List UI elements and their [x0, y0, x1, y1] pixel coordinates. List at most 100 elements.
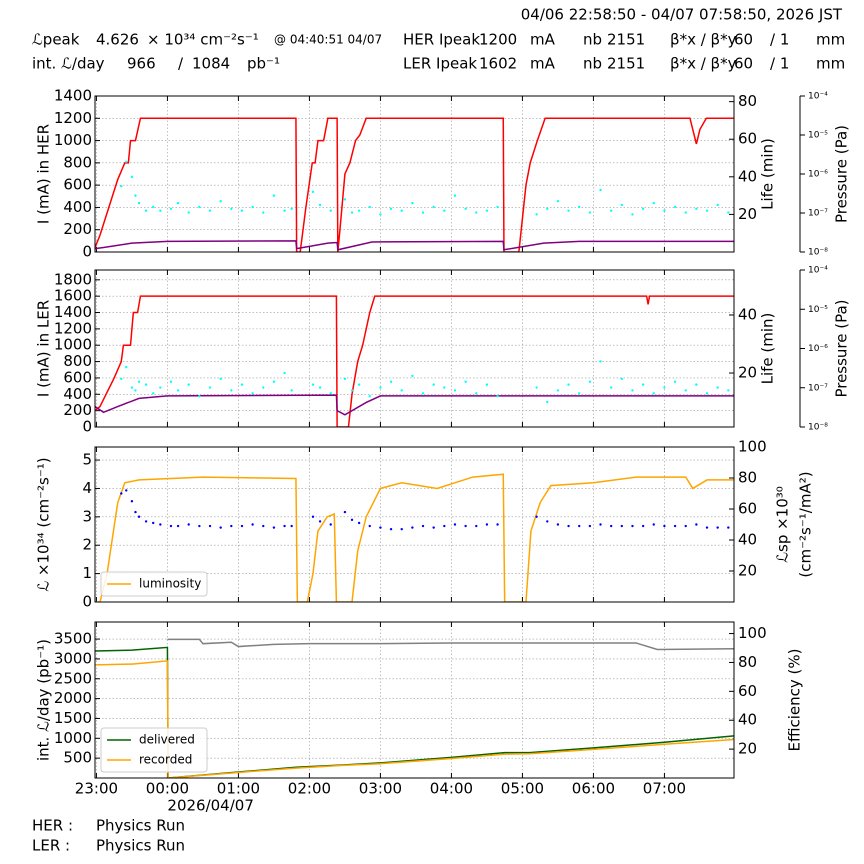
- point: [421, 211, 425, 214]
- y2-tick-label: 40: [738, 167, 757, 185]
- point: [357, 383, 361, 386]
- x-tick-label: 00:00: [146, 780, 189, 798]
- point: [272, 194, 276, 197]
- point: [663, 386, 666, 389]
- y2-tick-label: 20: [738, 740, 757, 758]
- header-item: nb: [583, 55, 602, 73]
- point: [609, 209, 613, 212]
- y-tick-label: 1: [82, 564, 92, 582]
- point: [134, 389, 137, 392]
- point: [290, 207, 293, 210]
- point: [134, 510, 137, 514]
- point: [485, 209, 489, 212]
- point: [411, 374, 414, 378]
- header-item: mm: [816, 31, 845, 49]
- point: [411, 526, 414, 529]
- point: [343, 377, 347, 381]
- y-label: I (mA) in HER: [35, 124, 53, 224]
- point: [283, 209, 286, 212]
- y-tick-label: 3: [82, 507, 92, 525]
- point: [716, 386, 719, 389]
- y2-tick-label: 60: [738, 130, 757, 148]
- point: [159, 209, 162, 212]
- point: [695, 383, 698, 386]
- header-item: @ 04:40:51 04/07: [274, 33, 382, 47]
- point: [130, 386, 134, 389]
- point: [379, 526, 382, 529]
- y2-tick-label: 40: [738, 305, 757, 323]
- point: [464, 207, 467, 210]
- y3-label: Pressure (Pa): [833, 125, 851, 223]
- line: [95, 295, 734, 427]
- header-item: LER Ipeak: [403, 55, 477, 73]
- point: [684, 211, 687, 214]
- point: [705, 392, 709, 395]
- point: [318, 386, 322, 389]
- point: [134, 194, 137, 197]
- y2-tick-label: 80: [738, 92, 757, 110]
- point: [198, 205, 201, 209]
- point: [169, 207, 173, 210]
- point: [727, 526, 730, 529]
- point: [219, 200, 222, 203]
- point: [120, 492, 123, 495]
- point: [251, 392, 254, 395]
- point: [176, 389, 180, 392]
- point: [230, 524, 233, 528]
- point: [567, 383, 570, 386]
- point: [125, 366, 128, 369]
- point: [208, 386, 212, 389]
- point: [684, 389, 687, 392]
- point: [588, 524, 592, 528]
- point: [631, 213, 634, 216]
- point: [357, 521, 361, 525]
- point: [290, 389, 293, 392]
- legend-label: recorded: [139, 753, 192, 767]
- point: [620, 377, 624, 381]
- point: [152, 205, 155, 209]
- point: [609, 386, 613, 389]
- point: [137, 515, 141, 518]
- header-item: 1602: [479, 55, 517, 73]
- header-item: ℒpeak: [32, 31, 80, 49]
- header-item: 60: [734, 31, 753, 49]
- axes-frame: [94, 269, 735, 428]
- point: [716, 526, 719, 529]
- point: [609, 524, 613, 528]
- point: [475, 524, 478, 528]
- y2-label: Efficiency (%): [786, 649, 804, 752]
- point: [311, 515, 315, 518]
- footer-item: HER :: [32, 817, 73, 835]
- legend-label: luminosity: [139, 577, 201, 591]
- point: [400, 209, 403, 212]
- point: [272, 380, 276, 383]
- point: [240, 524, 244, 528]
- point: [290, 524, 293, 528]
- point: [311, 383, 315, 386]
- y-tick-label: 2000: [54, 689, 92, 707]
- point: [230, 207, 233, 210]
- point: [663, 209, 666, 212]
- header-item: β*x / β*y: [670, 31, 737, 49]
- plot-area: [95, 117, 734, 252]
- point: [485, 523, 489, 526]
- line: [167, 638, 734, 651]
- y-tick-label: 1400: [54, 87, 92, 105]
- y-tick-label: 400: [63, 198, 92, 216]
- y-tick-label: 1400: [54, 303, 92, 321]
- point: [464, 524, 467, 528]
- point: [620, 524, 624, 528]
- point: [176, 201, 180, 205]
- y-tick-label: 2: [82, 536, 92, 554]
- header-item: 966: [127, 55, 156, 73]
- point: [546, 400, 549, 404]
- y2-tick-label: 20: [738, 562, 757, 580]
- point: [631, 524, 634, 528]
- header-item: 60: [734, 55, 753, 73]
- plot-area: [95, 638, 734, 778]
- point: [208, 524, 212, 528]
- x-tick-label: 04:00: [430, 780, 473, 798]
- point: [620, 203, 624, 207]
- y3-tick-label: 10⁻⁴: [808, 92, 828, 102]
